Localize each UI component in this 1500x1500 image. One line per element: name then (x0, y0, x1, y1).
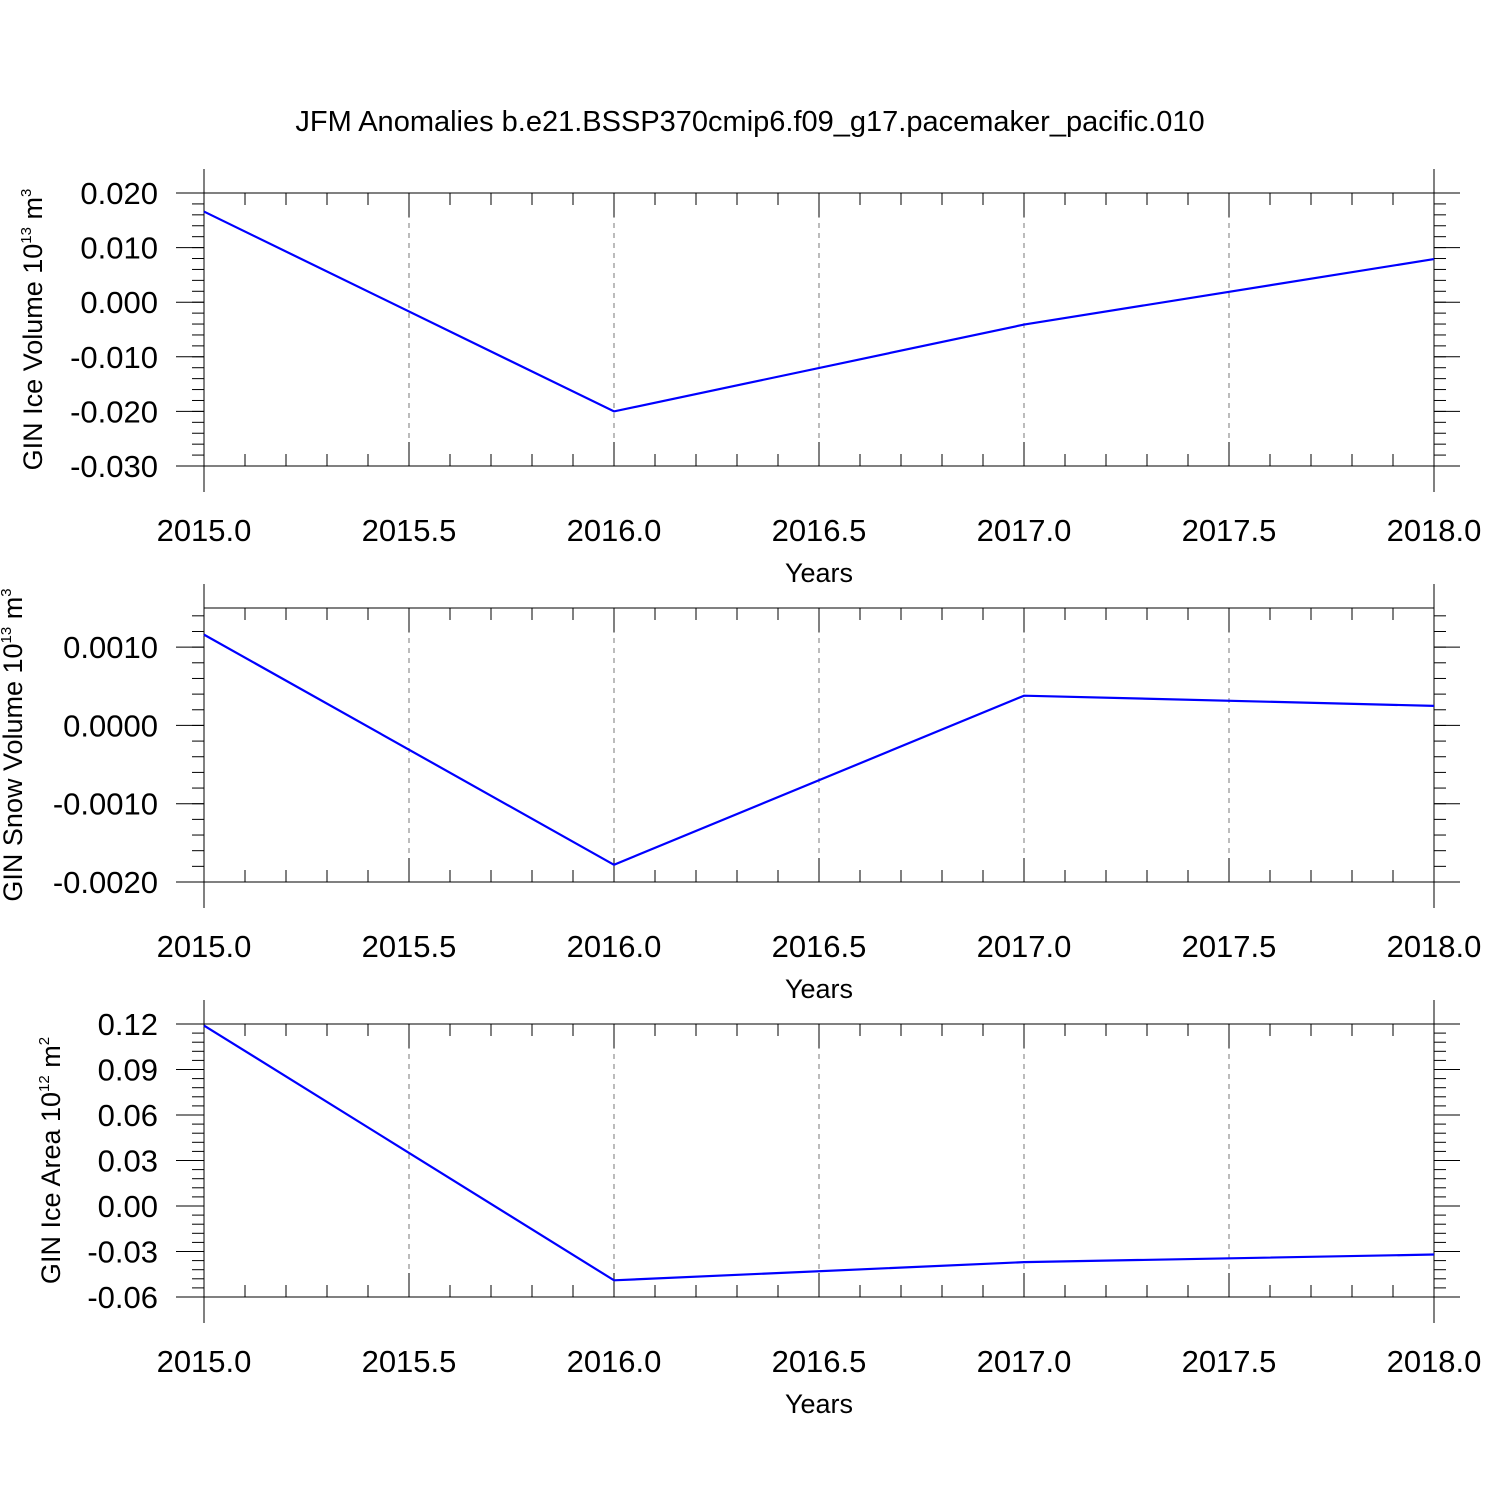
x-tick-label: 2016.5 (772, 929, 867, 964)
x-tick-label: 2017.0 (977, 513, 1072, 548)
x-tick-label: 2017.0 (977, 1344, 1072, 1379)
y-axis-label: GIN Ice Area 1012 m2 (36, 1037, 66, 1284)
panel-3: 2015.0 2015.5 2016.0 2016.5 2017.0 2017.5 2018… (36, 1000, 1481, 1419)
x-tick-label: 2017.0 (977, 929, 1072, 964)
y-axis-label-unit-exponent: 3 (0, 588, 15, 596)
y-axis-label: GIN Snow Volume 1013 m3 (0, 588, 28, 901)
chart-title: JFM Anomalies b.e21.BSSP370cmip6.f09_g17… (295, 106, 1204, 138)
x-tick-label: 2017.5 (1182, 929, 1277, 964)
y-tick-label: -0.0010 (53, 787, 158, 822)
x-tick-label: 2015.0 (157, 1344, 252, 1379)
x-tick-label: 2018.0 (1387, 1344, 1482, 1379)
y-axis-label-unit: m (18, 197, 48, 227)
y-tick-label: 0.0000 (63, 708, 158, 743)
panel-2: 2015.0 2015.5 2016.0 2016.5 2017.0 2017.5 2018… (0, 584, 1481, 1004)
y-axis-label: GIN Ice Volume 1013 m3 (18, 189, 48, 471)
y-axis-label-exponent: 12 (36, 1075, 53, 1092)
x-tick-label: 2016.0 (567, 513, 662, 548)
y-tick-label: 0.06 (98, 1098, 158, 1133)
y-tick-label: -0.010 (70, 340, 158, 375)
y-tick-label: -0.0020 (53, 865, 158, 900)
x-tick-label: 2017.5 (1182, 513, 1277, 548)
y-tick-label: 0.09 (98, 1053, 158, 1088)
panel-1: 2015.0 2015.5 2016.0 2016.5 2017.0 2017.5 2018… (18, 169, 1481, 588)
panels: 2015.0 2015.5 2016.0 2016.5 2017.0 2017.5 2018… (0, 169, 1481, 1419)
y-axis-label-text: GIN Ice Area 10 (36, 1092, 66, 1284)
y-axis-label-text: GIN Ice Volume 10 (18, 244, 48, 471)
x-tick-label: 2017.5 (1182, 1344, 1277, 1379)
y-axis-label-text: GIN Snow Volume 10 (0, 643, 28, 901)
y-axis-label-exponent: 13 (18, 227, 35, 244)
y-axis-label-unit-exponent: 3 (18, 189, 35, 197)
x-tick-label: 2016.5 (772, 513, 867, 548)
x-tick-label: 2015.5 (362, 513, 457, 548)
y-axis-label-exponent: 13 (0, 627, 15, 644)
x-tick-label: 2016.0 (567, 1344, 662, 1379)
x-axis-label: Years (785, 974, 853, 1004)
y-axis-label-unit-exponent: 2 (36, 1037, 53, 1045)
y-tick-label: -0.03 (87, 1235, 158, 1270)
x-tick-label: 2015.5 (362, 929, 457, 964)
y-tick-label: 0.000 (80, 285, 158, 320)
series-line (203, 210, 1435, 413)
y-tick-label: 0.00 (98, 1189, 158, 1224)
x-axis-label: Years (785, 558, 853, 588)
y-tick-label: 0.03 (98, 1144, 158, 1179)
y-axis-label-unit: m (36, 1045, 66, 1075)
y-tick-label: 0.020 (80, 176, 158, 211)
x-tick-label: 2015.0 (157, 929, 252, 964)
x-tick-label: 2018.0 (1387, 929, 1482, 964)
x-axis-label: Years (785, 1389, 853, 1419)
y-tick-label: 0.0010 (63, 630, 158, 665)
x-tick-label: 2016.0 (567, 929, 662, 964)
series-line (203, 1024, 1435, 1282)
y-axis-label-unit: m (0, 597, 28, 627)
y-tick-label: -0.06 (87, 1280, 158, 1315)
x-tick-label: 2018.0 (1387, 513, 1482, 548)
y-tick-label: -0.030 (70, 449, 158, 484)
x-tick-label: 2015.5 (362, 1344, 457, 1379)
series-line (203, 633, 1435, 866)
y-tick-label: 0.12 (98, 1007, 158, 1042)
x-tick-label: 2016.5 (772, 1344, 867, 1379)
x-tick-label: 2015.0 (157, 513, 252, 548)
y-tick-label: 0.010 (80, 231, 158, 266)
y-tick-label: -0.020 (70, 394, 158, 429)
